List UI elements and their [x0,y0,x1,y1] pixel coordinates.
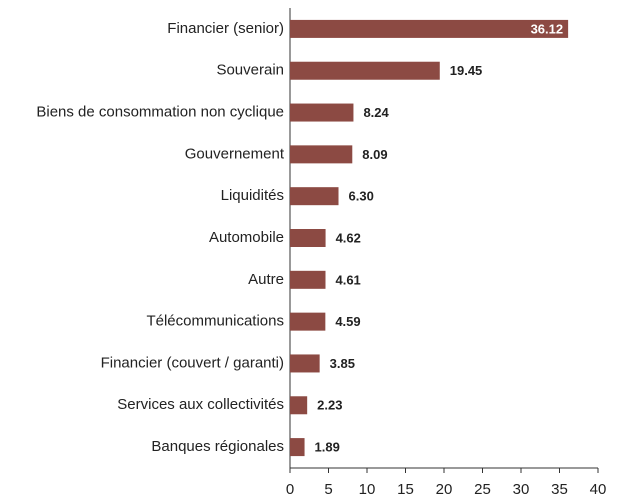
y-tick-label: Financier (couvert / garanti) [101,354,284,371]
y-tick-label: Automobile [209,229,284,246]
bar [290,312,326,331]
value-label: 4.62 [336,230,361,245]
value-label: 2.23 [317,398,342,413]
y-tick-label: Liquidités [221,187,284,204]
x-tick-label: 5 [324,481,332,498]
value-label: 6.30 [349,189,374,204]
bar [290,396,308,415]
bar [290,145,353,164]
bar [290,103,354,122]
value-label: 3.85 [330,356,355,371]
x-tick-label: 40 [590,481,607,498]
bar [290,270,326,289]
y-tick-label: Biens de consommation non cyclique [36,104,284,121]
value-label: 36.12 [531,21,564,36]
y-tick-label: Banques régionales [151,438,284,455]
x-tick-label: 35 [551,481,568,498]
value-label: 4.61 [335,272,360,287]
y-tick-label: Télécommunications [146,313,284,330]
y-tick-label: Autre [248,271,284,288]
y-tick-label: Financier (senior) [167,20,284,37]
bar [290,19,569,38]
y-tick-label: Services aux collectivités [117,396,284,413]
y-tick-label: Gouvernement [185,145,285,162]
x-tick-label: 15 [397,481,414,498]
value-label: 19.45 [450,63,483,78]
x-tick-label: 0 [286,481,294,498]
value-label: 8.09 [362,147,387,162]
y-tick-label: Souverain [216,62,284,79]
x-tick-label: 30 [513,481,530,498]
bar [290,438,305,457]
value-label: 4.59 [335,314,360,329]
x-tick-label: 20 [436,481,453,498]
bar [290,187,339,206]
bar [290,61,440,80]
value-label: 1.89 [315,440,340,455]
bar [290,229,326,247]
x-tick-label: 25 [474,481,491,498]
bar [290,354,320,373]
value-label: 8.24 [363,105,389,120]
x-tick-label: 10 [359,481,376,498]
